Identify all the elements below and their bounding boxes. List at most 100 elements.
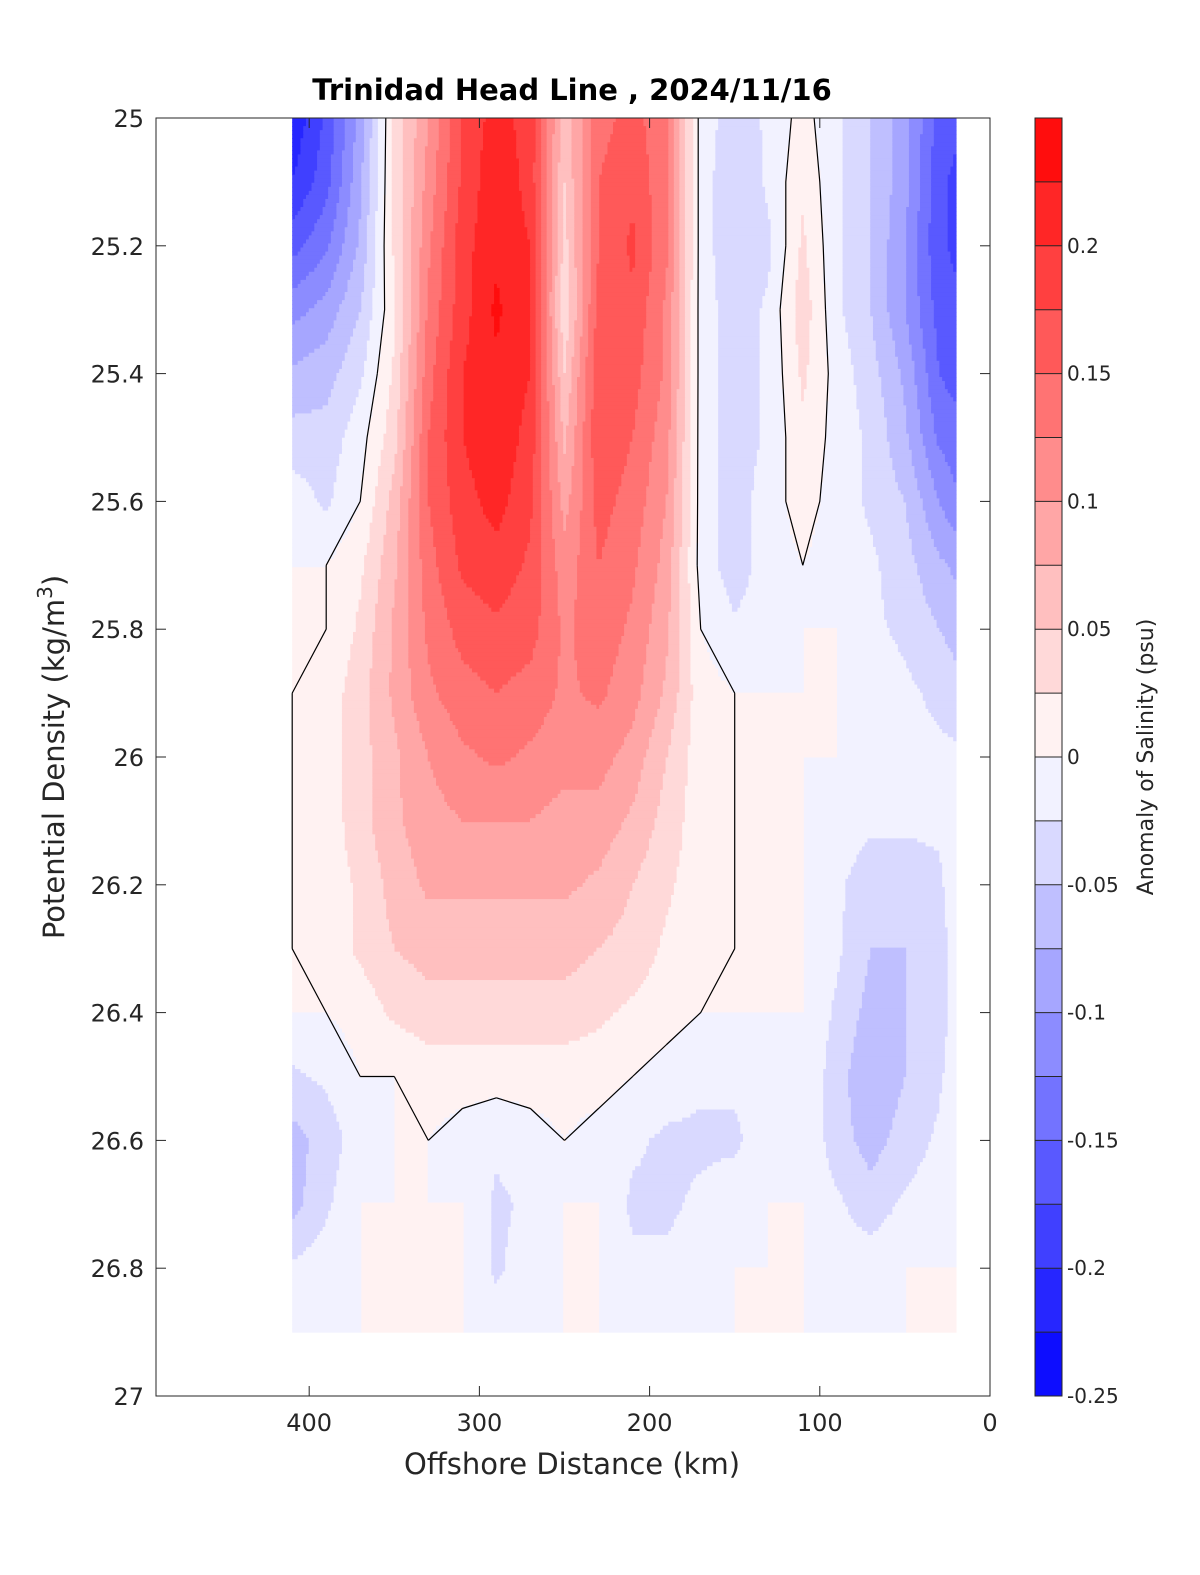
field-cell: [925, 510, 946, 516]
field-cell: [582, 328, 589, 334]
field-cell: [391, 190, 404, 196]
field-cell: [292, 542, 340, 548]
field-cell: [364, 158, 371, 164]
field-cell: [582, 158, 592, 164]
field-cell: [872, 324, 891, 330]
field-cell: [861, 502, 907, 508]
field-cell: [648, 190, 669, 196]
field-cell: [798, 360, 810, 366]
field-cell: [579, 344, 589, 350]
field-cell: [588, 328, 595, 334]
field-cell: [900, 372, 916, 378]
field-cell: [801, 235, 808, 241]
field-cell: [541, 150, 548, 156]
field-cell: [604, 538, 642, 544]
field-cell: [408, 389, 415, 394]
field-cell: [397, 417, 407, 423]
field-cell: [809, 356, 830, 362]
field-cell: [560, 409, 570, 415]
field-cell: [554, 304, 562, 309]
field-cell: [427, 134, 440, 139]
field-cell: [825, 441, 863, 447]
field-cell: [391, 372, 401, 378]
field-cell: [554, 405, 562, 410]
field-cell: [535, 287, 542, 293]
field-cell: [560, 150, 573, 156]
field-cell: [922, 126, 935, 131]
field-cell: [596, 530, 609, 536]
field-cell: [311, 231, 332, 236]
field-cell: [292, 324, 335, 330]
field-cell: [311, 486, 335, 491]
field-cell: [615, 498, 647, 504]
field-cell: [552, 271, 559, 277]
field-cell: [413, 170, 426, 176]
field-cell: [560, 401, 570, 406]
field-cell: [557, 478, 573, 483]
field-cell: [552, 207, 559, 212]
field-cell: [314, 304, 340, 309]
field-cell: [781, 328, 797, 334]
field-cell: [535, 316, 542, 321]
field-cell: [784, 251, 799, 257]
field-cell: [530, 348, 537, 354]
field-cell: [698, 575, 722, 580]
field-cell: [671, 364, 680, 370]
field-cell: [541, 433, 550, 439]
field-cell: [452, 522, 492, 528]
field-cell: [870, 126, 893, 131]
field-cell: [471, 255, 531, 261]
field-cell: [419, 482, 429, 487]
field-cell: [574, 198, 584, 204]
field-cell: [397, 433, 407, 439]
field-cell: [693, 207, 700, 212]
field-cell: [715, 154, 763, 160]
field-cell: [828, 364, 855, 370]
field-cell: [292, 502, 321, 508]
field-cell: [330, 279, 349, 285]
field-cell: [455, 538, 531, 544]
field-cell: [552, 275, 556, 281]
field-cell: [892, 118, 910, 123]
field-cell: [554, 429, 564, 435]
field-cell: [759, 377, 783, 382]
field-cell: [563, 429, 567, 435]
field-cell: [908, 328, 924, 334]
field-cell: [560, 142, 573, 147]
field-cell: [698, 287, 716, 293]
field-cell: [549, 296, 556, 301]
field-cell: [906, 283, 918, 289]
field-cell: [690, 385, 700, 390]
field-cell: [292, 368, 340, 374]
field-cell: [292, 150, 302, 156]
field-cell: [582, 235, 592, 241]
field-cell: [596, 263, 631, 269]
field-cell: [477, 207, 523, 212]
field-cell: [546, 377, 553, 382]
field-cell: [684, 267, 694, 273]
field-cell: [424, 178, 437, 184]
field-cell: [353, 332, 371, 338]
field-cell: [305, 312, 338, 317]
field-cell: [341, 158, 354, 164]
field-cell: [861, 482, 899, 487]
field-cell: [546, 146, 553, 151]
field-cell: [751, 490, 786, 495]
field-cell: [297, 283, 332, 289]
field-cell: [718, 433, 761, 439]
field-cell: [668, 142, 675, 147]
field-cell: [413, 162, 426, 168]
field-cell: [416, 352, 426, 358]
field-cell: [759, 372, 783, 378]
field-cell: [684, 360, 692, 366]
field-cell: [629, 227, 636, 232]
field-cell: [560, 636, 575, 641]
field-cell: [906, 271, 918, 277]
field-cell: [698, 130, 716, 135]
field-cell: [546, 308, 550, 313]
field-cell: [394, 344, 404, 350]
field-cell: [577, 292, 584, 297]
field-cell: [693, 146, 700, 151]
field-cell: [496, 283, 531, 289]
field-cell: [502, 308, 531, 313]
